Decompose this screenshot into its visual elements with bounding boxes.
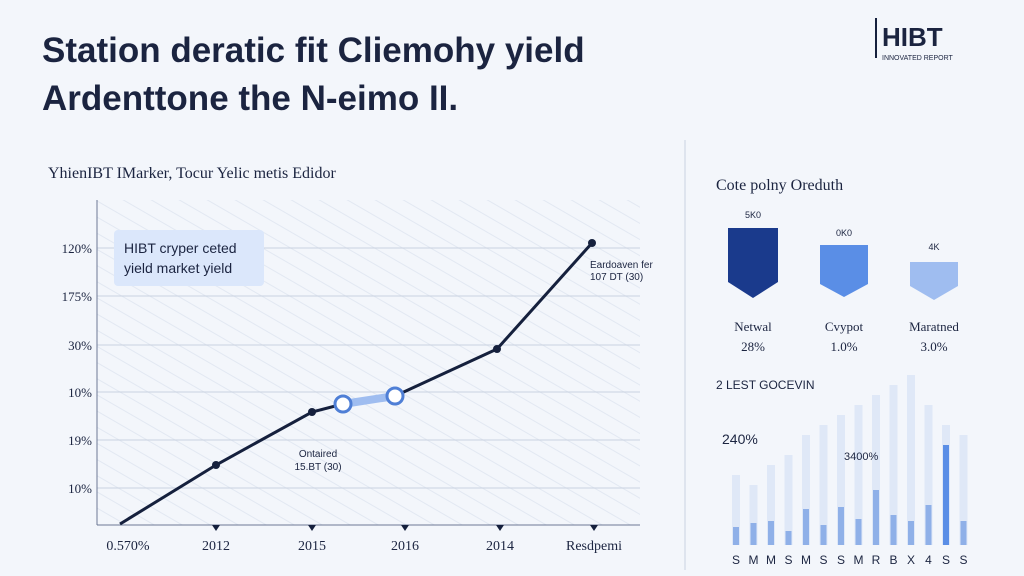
bar-label: S bbox=[819, 553, 827, 567]
bar-label: S bbox=[784, 553, 792, 567]
logo-subtitle: INNOVATED REPORT bbox=[882, 55, 954, 62]
shield-name: Cvypot bbox=[825, 319, 864, 334]
point-highlight bbox=[333, 394, 353, 414]
points bbox=[212, 239, 596, 469]
callout: yield market yield bbox=[124, 260, 232, 276]
logo: HIBT bbox=[882, 22, 943, 52]
x-tick bbox=[496, 525, 504, 531]
bar-ghost bbox=[889, 385, 898, 545]
title: Ardenttone the N-eimo II. bbox=[42, 79, 458, 118]
bar bbox=[960, 521, 967, 545]
shield-top: 0K0 bbox=[836, 228, 852, 238]
x-label: 2012 bbox=[202, 539, 230, 554]
shield-name: Maratned bbox=[909, 319, 959, 334]
mid-label: 3400% bbox=[844, 451, 878, 463]
shield-top: 4K bbox=[928, 242, 939, 252]
shield-top: 5K0 bbox=[745, 210, 761, 220]
shield-value: 1.0% bbox=[830, 339, 857, 354]
y-label: 175% bbox=[62, 289, 93, 304]
bar bbox=[733, 527, 739, 545]
shield-value: 3.0% bbox=[920, 339, 947, 354]
bar-label: S bbox=[732, 553, 740, 567]
bar-ghost bbox=[802, 435, 810, 545]
bar-label: X bbox=[907, 553, 915, 567]
side-title: Cote polny Oreduth bbox=[716, 177, 843, 194]
bar bbox=[803, 509, 809, 545]
point-highlight bbox=[385, 386, 405, 406]
bar-ghost bbox=[837, 415, 845, 545]
bar-ghost bbox=[854, 405, 863, 545]
bar-ghost bbox=[732, 475, 740, 545]
bar-label: M bbox=[749, 553, 759, 567]
shield bbox=[728, 228, 778, 298]
x-label: 0.570% bbox=[106, 539, 150, 554]
big-label: 240% bbox=[722, 431, 758, 447]
shield bbox=[910, 262, 958, 300]
bar bbox=[943, 445, 949, 545]
y-label: 120% bbox=[62, 241, 93, 256]
x-label: 2015 bbox=[298, 539, 326, 554]
y-label: 30% bbox=[68, 338, 92, 353]
annotation: 107 DT (30) bbox=[590, 272, 643, 283]
bar bbox=[768, 521, 774, 545]
x-tick bbox=[590, 525, 598, 531]
annotation: 15.BT (30) bbox=[294, 462, 341, 473]
bar-label: M bbox=[801, 553, 811, 567]
x-tick bbox=[212, 525, 220, 531]
annotation: Ontaired bbox=[299, 449, 337, 460]
bar bbox=[750, 523, 757, 545]
x-label: 2016 bbox=[391, 539, 419, 554]
bar bbox=[785, 531, 792, 545]
bar bbox=[925, 505, 932, 545]
bar-label: S bbox=[942, 553, 950, 567]
bar bbox=[873, 490, 879, 545]
callout: HIBT cryper ceted bbox=[124, 240, 237, 256]
bar-ghost bbox=[784, 455, 793, 545]
y-label: 10% bbox=[68, 481, 92, 496]
bar-label: B bbox=[889, 553, 897, 567]
chart-subtitle: YhienIBT IMarker, Tocur Yelic metis Edid… bbox=[48, 165, 336, 182]
shield-value: 28% bbox=[741, 339, 765, 354]
bar bbox=[908, 521, 914, 545]
x-label: 2014 bbox=[486, 539, 514, 554]
shield-name: Netwal bbox=[734, 319, 772, 334]
y-label: 10% bbox=[68, 385, 92, 400]
bar-ghost bbox=[767, 465, 775, 545]
x-label: Resdpemi bbox=[566, 539, 622, 554]
bar bbox=[855, 519, 862, 545]
bar-ghost bbox=[907, 375, 915, 545]
bar bbox=[820, 525, 827, 545]
bar-label: R bbox=[872, 553, 881, 567]
bar-label: M bbox=[854, 553, 864, 567]
annotation: Eardoaven fer bbox=[590, 260, 653, 271]
x-tick bbox=[308, 525, 316, 531]
bar-ghost bbox=[959, 435, 968, 545]
bar-ghost bbox=[749, 485, 758, 545]
bar-label: S bbox=[837, 553, 845, 567]
bar-label: 4 bbox=[925, 553, 932, 567]
x-tick bbox=[401, 525, 409, 531]
shield bbox=[820, 245, 868, 297]
callout-box bbox=[114, 230, 264, 286]
bar-ghost bbox=[819, 425, 828, 545]
title: Station deratic fit Cliemohy yield bbox=[42, 31, 585, 70]
bar-ghost bbox=[924, 405, 933, 545]
bar-label: M bbox=[766, 553, 776, 567]
bar bbox=[890, 515, 897, 545]
bar-label: S bbox=[959, 553, 967, 567]
section-title: 2 LEST GOCEVIN bbox=[716, 378, 814, 392]
bar-ghost bbox=[872, 395, 880, 545]
bar bbox=[838, 507, 844, 545]
y-label: 19% bbox=[68, 433, 92, 448]
